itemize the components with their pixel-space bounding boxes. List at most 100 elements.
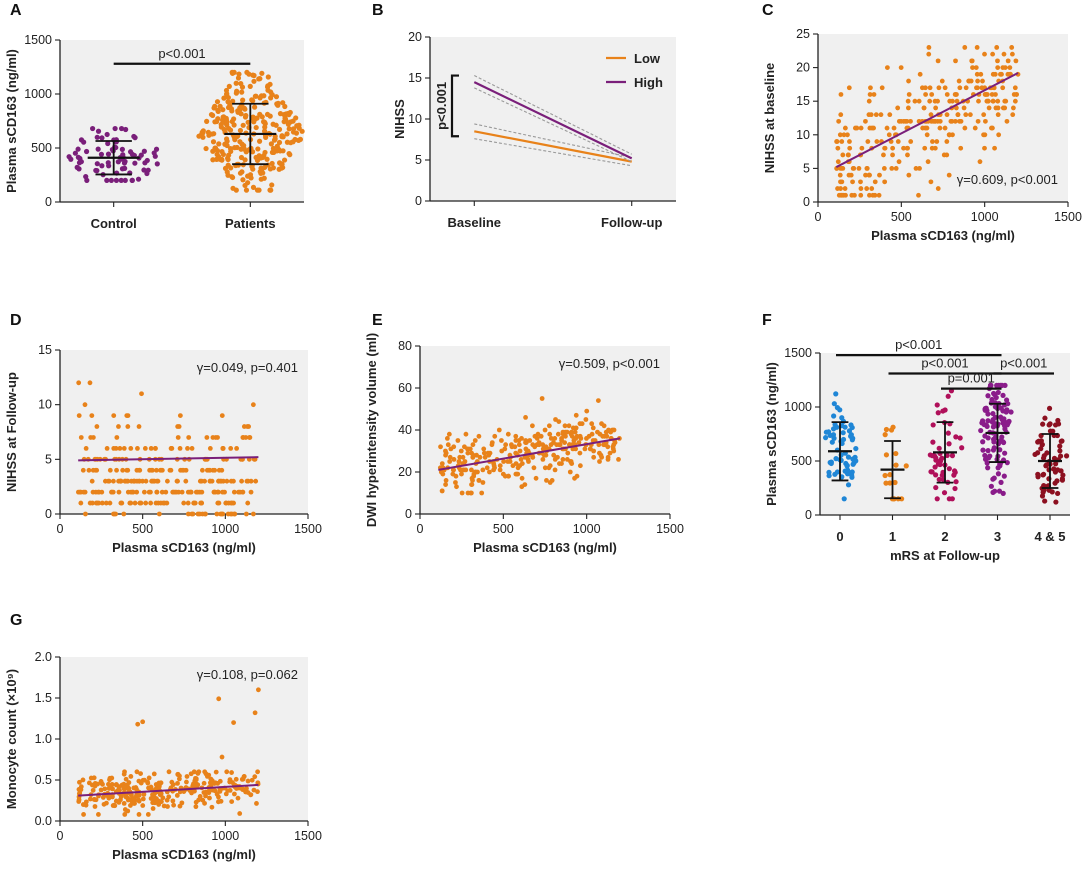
data-point (118, 125, 125, 132)
data-point (605, 454, 611, 460)
data-point (1042, 415, 1048, 421)
data-point (835, 145, 841, 151)
data-point (279, 133, 285, 139)
data-point (118, 478, 124, 484)
data-point (836, 118, 842, 124)
data-point (107, 775, 113, 781)
data-point (216, 696, 222, 702)
data-point (985, 435, 991, 441)
data-point (982, 51, 987, 57)
data-point (946, 466, 952, 472)
data-point (123, 126, 129, 133)
data-point (912, 98, 918, 104)
data-point (245, 778, 251, 784)
data-point (484, 465, 490, 471)
data-point (1042, 498, 1048, 504)
data-point (206, 132, 212, 138)
data-point (267, 187, 273, 193)
data-point (160, 795, 166, 801)
data-point (946, 441, 952, 447)
data-point (895, 139, 901, 144)
data-point (596, 442, 602, 448)
data-point (269, 182, 275, 188)
data-point (869, 186, 875, 191)
data-point (217, 778, 223, 784)
data-point (898, 65, 904, 70)
data-point (930, 439, 936, 445)
data-point (249, 97, 255, 103)
data-point (179, 489, 185, 495)
data-point (110, 803, 116, 808)
data-point (80, 467, 86, 473)
data-point (978, 71, 984, 77)
data-point (234, 446, 240, 451)
data-point (128, 500, 134, 506)
data-point (972, 125, 978, 131)
data-point (481, 450, 487, 456)
data-point (530, 442, 536, 448)
data-point (547, 463, 553, 469)
data-point (969, 58, 975, 64)
data-point (953, 105, 959, 111)
data-point (239, 776, 245, 782)
data-point (951, 468, 958, 474)
data-point (116, 489, 122, 495)
data-point (926, 51, 932, 57)
x-tick-label: 1000 (211, 522, 239, 536)
data-point (121, 771, 127, 777)
y-tick-label: 0 (45, 195, 52, 209)
data-point (944, 139, 950, 144)
data-point (930, 139, 935, 144)
x-tick-label: 0 (417, 522, 424, 536)
data-point (222, 489, 227, 495)
data-point (953, 479, 959, 485)
data-point (923, 85, 928, 91)
data-point (446, 431, 452, 437)
data-point (167, 467, 173, 473)
data-point (937, 118, 943, 124)
data-point (259, 114, 265, 120)
data-point (80, 777, 86, 783)
data-point (253, 478, 259, 484)
data-point (104, 446, 110, 451)
data-point (209, 478, 215, 484)
data-point (213, 769, 219, 775)
data-point (211, 105, 217, 111)
data-point (607, 450, 613, 456)
x-tick-label: 4 & 5 (1034, 529, 1065, 544)
data-point (1057, 443, 1063, 449)
data-point (1055, 421, 1062, 427)
data-point (993, 394, 999, 401)
data-point (989, 396, 995, 403)
data-point (602, 442, 608, 448)
data-point (128, 774, 134, 779)
data-point (868, 85, 873, 91)
plot-background (430, 37, 676, 201)
x-tick-label: 2 (941, 529, 948, 544)
data-point (849, 192, 855, 198)
y-axis-title: Plasma sCD163 (ng/ml) (4, 49, 19, 193)
y-tick-label: 500 (791, 454, 812, 468)
data-point (845, 152, 851, 158)
data-point (989, 125, 994, 131)
data-point (1003, 397, 1010, 403)
y-tick-label: 500 (31, 141, 52, 155)
data-point (138, 771, 143, 777)
data-point (921, 105, 927, 111)
data-point (186, 435, 192, 440)
data-point (559, 438, 565, 443)
data-point (99, 489, 105, 495)
data-point (456, 459, 462, 464)
data-point (118, 500, 124, 506)
data-point (542, 427, 548, 433)
data-point (906, 92, 912, 97)
data-point (935, 58, 941, 64)
data-point (467, 446, 473, 452)
data-point (233, 187, 239, 193)
data-point (992, 71, 998, 77)
data-point (928, 112, 934, 118)
data-point (113, 511, 118, 517)
data-point (871, 92, 877, 97)
data-point (995, 389, 1001, 396)
y-tick-label: 0 (803, 195, 810, 209)
